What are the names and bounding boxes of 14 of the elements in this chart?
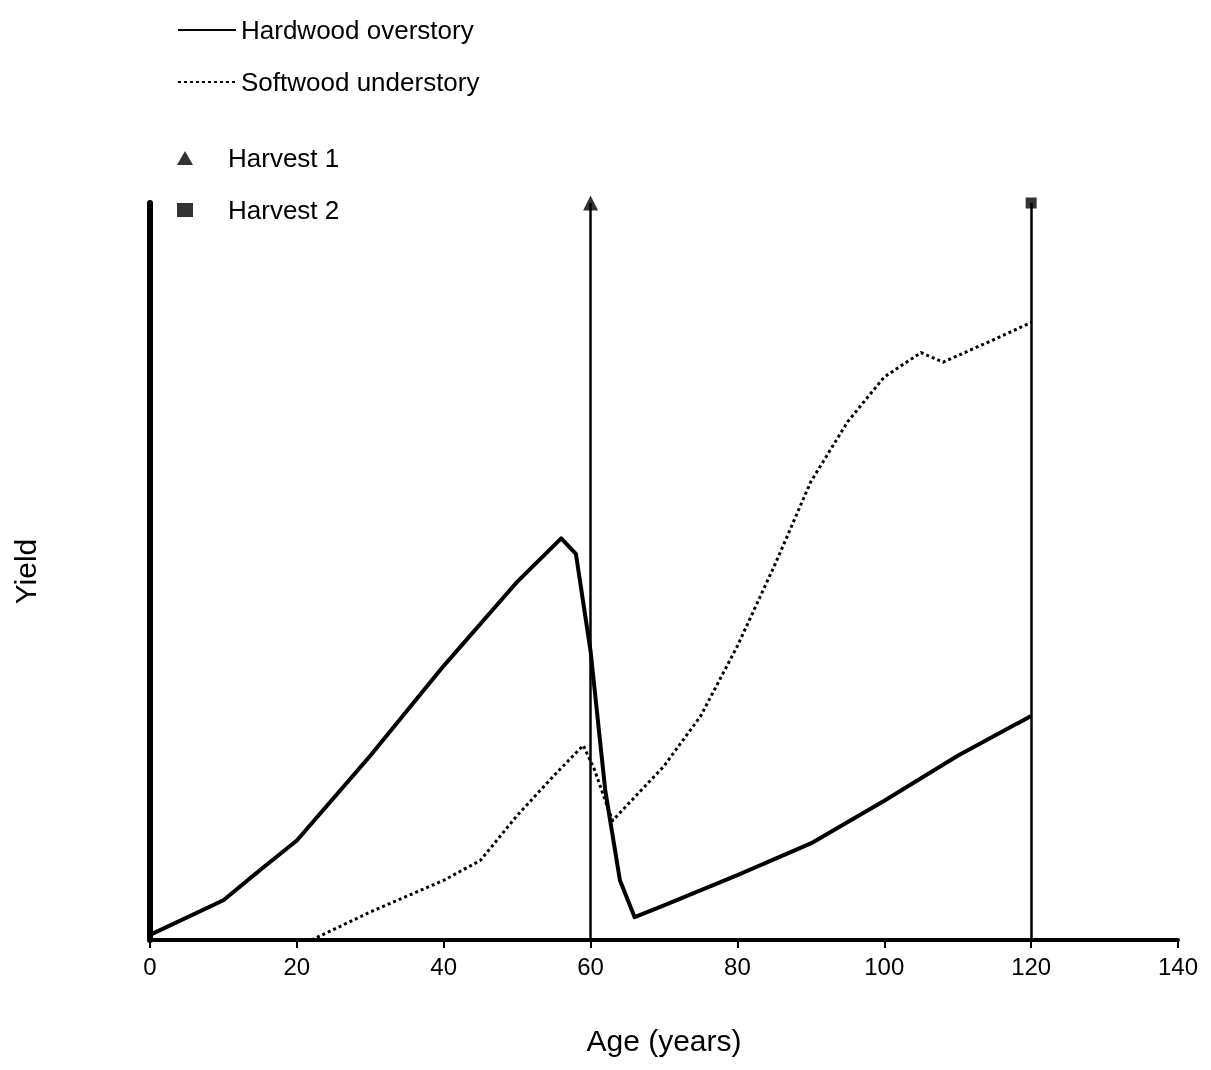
y-axis-title: Yield <box>8 538 42 605</box>
legend-label: Softwood understory <box>241 67 480 97</box>
x-tick-label: 20 <box>283 952 311 980</box>
legend-label: Hardwood overstory <box>241 15 474 45</box>
x-tick-label: 80 <box>724 952 751 980</box>
x-tick-label: 0 <box>143 952 157 980</box>
x-tick-label: 140 <box>1157 952 1199 980</box>
x-axis-title: Age (years) <box>586 1023 742 1057</box>
x-tick-label: 60 <box>577 952 604 980</box>
x-tick-label: 100 <box>864 952 905 980</box>
x-tick-label: 120 <box>1011 952 1052 980</box>
x-tick-label: 40 <box>430 952 458 980</box>
legend-label: Harvest 2 <box>228 195 340 225</box>
legend-label: Harvest 1 <box>228 143 340 173</box>
